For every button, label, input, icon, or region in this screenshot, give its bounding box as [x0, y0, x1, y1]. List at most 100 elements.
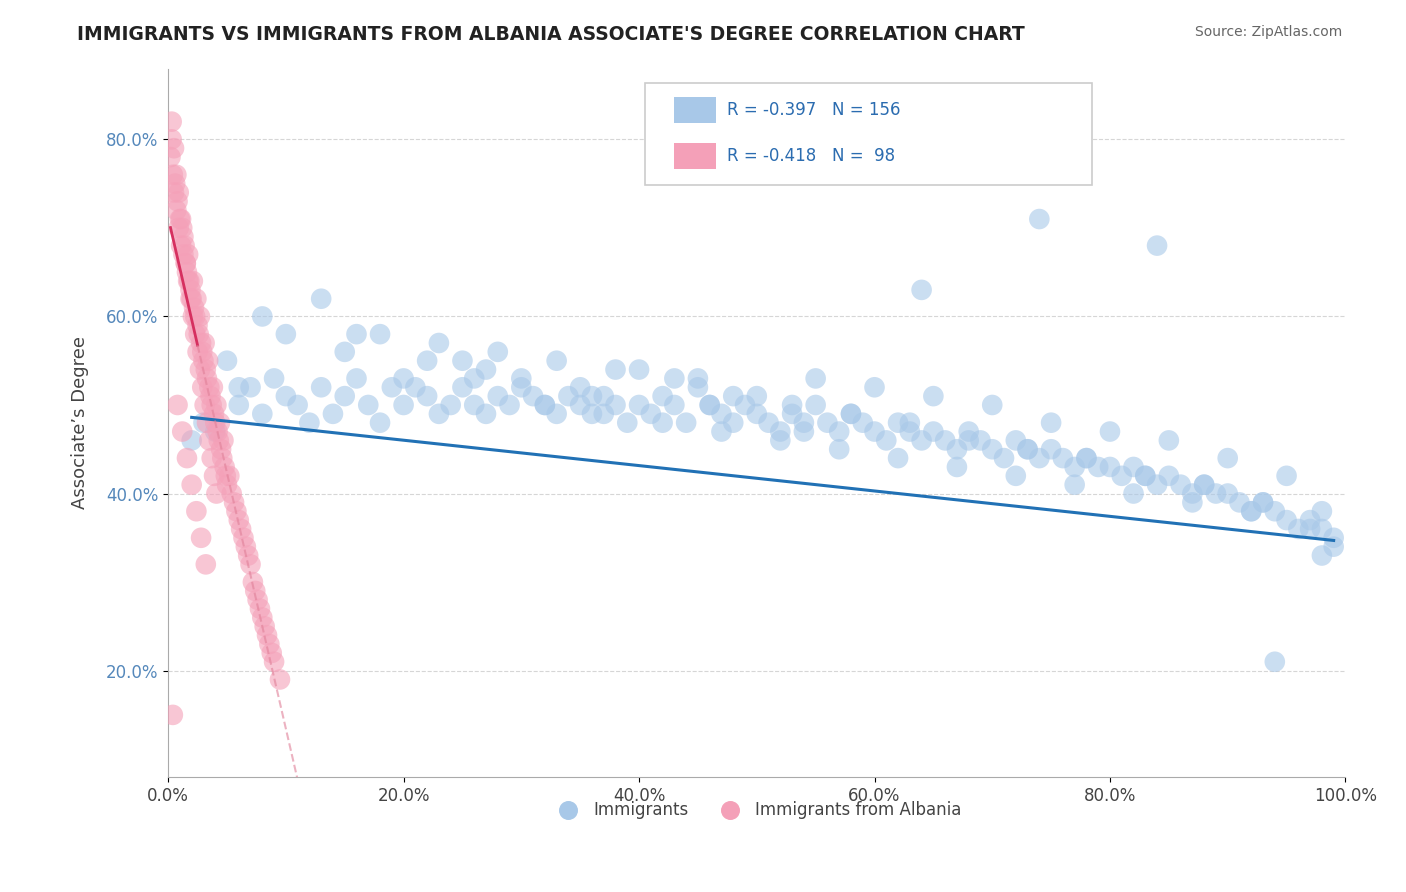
Point [263, 371, 285, 385]
FancyBboxPatch shape [645, 83, 1092, 186]
Point [1004, 468, 1026, 483]
Point [451, 380, 474, 394]
Point [828, 442, 851, 457]
Point [592, 389, 614, 403]
Point [1052, 451, 1074, 466]
Point [1299, 513, 1322, 527]
Text: R = -0.418   N =  98: R = -0.418 N = 98 [727, 147, 896, 165]
Point [1087, 460, 1109, 475]
Point [427, 336, 450, 351]
Point [256, 628, 278, 642]
Point [260, 646, 283, 660]
Point [165, 177, 187, 191]
Point [839, 407, 862, 421]
Point [202, 407, 225, 421]
Point [1157, 468, 1180, 483]
Point [592, 407, 614, 421]
Point [197, 353, 219, 368]
Point [194, 398, 217, 412]
Point [225, 504, 247, 518]
Point [235, 540, 257, 554]
Point [1251, 495, 1274, 509]
Point [651, 416, 673, 430]
Point [898, 425, 921, 439]
Point [357, 398, 380, 412]
Point [201, 398, 224, 412]
Point [510, 371, 533, 385]
Point [215, 468, 238, 483]
Point [252, 310, 274, 324]
Point [852, 416, 875, 430]
Point [208, 416, 231, 430]
Point [416, 389, 439, 403]
Point [863, 380, 886, 394]
Point [463, 371, 485, 385]
Point [486, 344, 509, 359]
Point [404, 380, 426, 394]
Point [745, 407, 768, 421]
Point [1157, 434, 1180, 448]
Point [769, 425, 792, 439]
Point [208, 434, 231, 448]
Point [180, 477, 202, 491]
Point [699, 398, 721, 412]
Point [159, 150, 181, 164]
Point [1181, 495, 1204, 509]
Point [1323, 531, 1346, 545]
Point [1275, 468, 1298, 483]
Point [180, 292, 202, 306]
Point [209, 442, 232, 457]
Point [475, 407, 498, 421]
Point [346, 327, 368, 342]
Point [1240, 504, 1263, 518]
Point [546, 407, 568, 421]
Point [346, 371, 368, 385]
Point [204, 425, 226, 439]
Point [194, 558, 217, 572]
Point [1063, 477, 1085, 491]
Point [1275, 513, 1298, 527]
Point [211, 451, 233, 466]
Point [259, 637, 281, 651]
Point [815, 416, 838, 430]
Point [274, 327, 297, 342]
Point [193, 416, 215, 430]
Bar [675, 143, 716, 169]
Point [664, 398, 686, 412]
Text: IMMIGRANTS VS IMMIGRANTS FROM ALBANIA ASSOCIATE'S DEGREE CORRELATION CHART: IMMIGRANTS VS IMMIGRANTS FROM ALBANIA AS… [77, 25, 1025, 44]
Point [195, 371, 218, 385]
Point [546, 353, 568, 368]
Point [176, 451, 198, 466]
Point [180, 434, 202, 448]
Point [839, 407, 862, 421]
Point [981, 398, 1004, 412]
Point [392, 371, 415, 385]
Point [174, 256, 197, 270]
Point [1098, 425, 1121, 439]
Point [177, 274, 200, 288]
Point [651, 389, 673, 403]
Point [201, 380, 224, 394]
Point [664, 371, 686, 385]
Point [1310, 504, 1333, 518]
Point [1040, 442, 1063, 457]
Point [569, 380, 592, 394]
Point [1310, 522, 1333, 536]
Point [160, 132, 183, 146]
Point [212, 434, 235, 448]
Point [1063, 460, 1085, 475]
Point [1216, 486, 1239, 500]
Point [167, 186, 190, 200]
Point [1192, 477, 1215, 491]
Point [228, 513, 250, 527]
Point [194, 362, 217, 376]
Point [1122, 486, 1144, 500]
Point [309, 380, 332, 394]
Y-axis label: Associate’s Degree: Associate’s Degree [72, 336, 89, 509]
Point [269, 673, 291, 687]
Point [640, 407, 662, 421]
Point [981, 442, 1004, 457]
Point [616, 416, 638, 430]
Point [187, 318, 209, 333]
Point [187, 327, 209, 342]
